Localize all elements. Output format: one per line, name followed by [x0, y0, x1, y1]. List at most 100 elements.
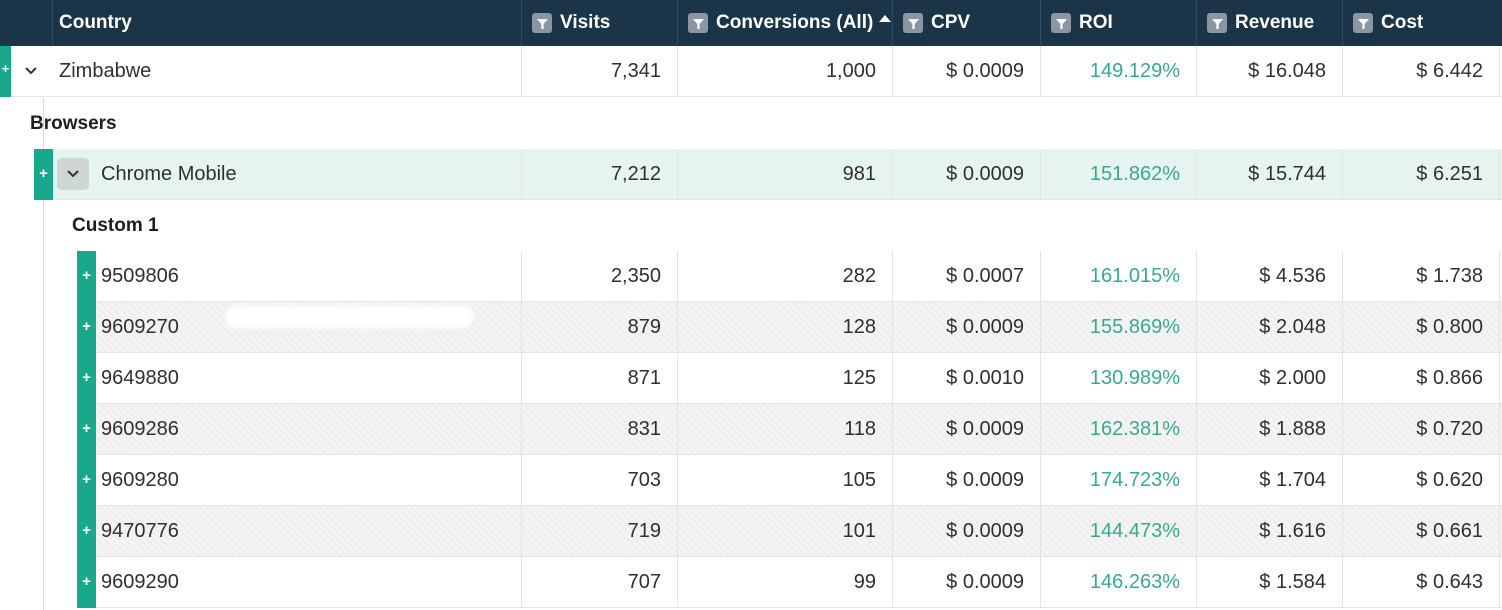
cell-roi: 155.869%	[1041, 302, 1197, 352]
table-row[interactable]: +9609280 703 105 $ 0.0009 174.723% $ 1.704 $ 0…	[77, 455, 1502, 506]
cell-visits: 719	[522, 506, 678, 556]
cell-cpv: $ 0.0010	[893, 353, 1041, 403]
cell-cost: $ 1.738	[1343, 251, 1500, 301]
cell-roi: 161.015%	[1041, 251, 1197, 301]
expand-plus-icon[interactable]: +	[34, 149, 53, 200]
filter-icon[interactable]	[688, 13, 708, 33]
cell-conversions: 1,000	[678, 46, 893, 96]
cell-revenue: $ 2.048	[1197, 302, 1343, 352]
cell-revenue: $ 1.888	[1197, 404, 1343, 454]
cell-cost: $ 0.720	[1343, 404, 1500, 454]
sort-ascending-icon[interactable]	[879, 14, 892, 22]
table-row[interactable]: +9509806 2,350 282 $ 0.0007 161.015% $ 4.536 $…	[77, 251, 1502, 302]
cell-roi: 151.862%	[1041, 149, 1197, 199]
cell-name[interactable]: 9609280	[96, 455, 522, 505]
cell-name[interactable]: 9609290	[96, 557, 522, 607]
column-header-label: Visits	[560, 12, 611, 33]
cell-roi: 144.473%	[1041, 506, 1197, 556]
expand-plus-icon[interactable]: +	[77, 557, 96, 608]
cell-name[interactable]: Zimbabwe	[53, 46, 522, 96]
cell-cost: $ 6.442	[1343, 46, 1500, 96]
column-header-label: CPV	[931, 12, 971, 33]
redaction-blur	[225, 306, 473, 328]
cell-name[interactable]: 9649880	[96, 353, 522, 403]
cell-visits: 831	[522, 404, 678, 454]
column-header-conversions[interactable]: Conversions (All)	[678, 0, 893, 46]
expand-plus-icon[interactable]: +	[77, 455, 96, 506]
column-header-label: ROI	[1079, 12, 1113, 33]
cell-visits: 7,212	[522, 149, 678, 199]
cell-cost: $ 0.643	[1343, 557, 1500, 607]
expand-plus-icon[interactable]: +	[77, 404, 96, 455]
cell-name[interactable]: 9509806	[96, 251, 522, 301]
cell-conversions: 282	[678, 251, 893, 301]
column-header-cost[interactable]: Cost	[1343, 0, 1502, 46]
column-header-revenue[interactable]: Revenue	[1197, 0, 1343, 46]
cell-visits: 703	[522, 455, 678, 505]
expand-plus-icon[interactable]: +	[77, 302, 96, 353]
group-label-browsers: Browsers	[30, 112, 117, 134]
cell-name[interactable]: 9470776	[96, 506, 522, 556]
cell-cpv: $ 0.0009	[893, 455, 1041, 505]
filter-icon[interactable]	[532, 13, 552, 33]
cell-roi: 162.381%	[1041, 404, 1197, 454]
column-header-roi[interactable]: ROI	[1041, 0, 1197, 46]
cell-roi: 149.129%	[1041, 46, 1197, 96]
cell-roi: 146.263%	[1041, 557, 1197, 607]
cell-cpv: $ 0.0009	[893, 404, 1041, 454]
table-row-country[interactable]: + Zimbabwe 7,341 1,000 $ 0.0009 149.129%…	[0, 46, 1502, 97]
cell-conversions: 125	[678, 353, 893, 403]
cell-cost: $ 0.620	[1343, 455, 1500, 505]
table-row-browser[interactable]: + Chrome Mobile 7,212 981 $ 0.0009 151.8…	[34, 149, 1502, 200]
cell-cpv: $ 0.0009	[893, 46, 1041, 96]
cell-visits: 2,350	[522, 251, 678, 301]
cell-cpv: $ 0.0009	[893, 506, 1041, 556]
cell-cpv: $ 0.0009	[893, 302, 1041, 352]
expand-plus-icon[interactable]: +	[0, 46, 11, 97]
cell-visits: 871	[522, 353, 678, 403]
column-header-cpv[interactable]: CPV	[893, 0, 1041, 46]
cell-roi: 130.989%	[1041, 353, 1197, 403]
table-row[interactable]: +9649880 871 125 $ 0.0010 130.989% $ 2.000 $ 0…	[77, 353, 1502, 404]
cell-conversions: 128	[678, 302, 893, 352]
cell-cpv: $ 0.0009	[893, 149, 1041, 199]
cell-cpv: $ 0.0007	[893, 251, 1041, 301]
expand-plus-icon[interactable]: +	[77, 506, 96, 557]
cell-cpv: $ 0.0009	[893, 557, 1041, 607]
column-header-label: Revenue	[1235, 12, 1315, 33]
column-header-visits[interactable]: Visits	[522, 0, 678, 46]
cell-conversions: 118	[678, 404, 893, 454]
cell-revenue: $ 1.616	[1197, 506, 1343, 556]
cell-visits: 707	[522, 557, 678, 607]
cell-name[interactable]: Chrome Mobile	[97, 149, 522, 199]
cell-revenue: $ 1.704	[1197, 455, 1343, 505]
header-spacer	[0, 0, 53, 46]
cell-visits: 7,341	[522, 46, 678, 96]
table-row[interactable]: +9609286 831 118 $ 0.0009 162.381% $ 1.888 $ 0…	[77, 404, 1502, 455]
expand-plus-icon[interactable]: +	[77, 353, 96, 404]
cell-revenue: $ 4.536	[1197, 251, 1343, 301]
cell-name[interactable]: 9609286	[96, 404, 522, 454]
cell-conversions: 981	[678, 149, 893, 199]
filter-icon[interactable]	[1353, 13, 1373, 33]
cell-revenue: $ 16.048	[1197, 46, 1343, 96]
cell-revenue: $ 1.584	[1197, 557, 1343, 607]
cell-conversions: 99	[678, 557, 893, 607]
cell-name[interactable]: 9609270	[96, 302, 522, 352]
chevron-down-icon[interactable]	[57, 158, 89, 190]
table-row[interactable]: +9470776 719 101 $ 0.0009 144.473% $ 1.616 $ 0…	[77, 506, 1502, 557]
filter-icon[interactable]	[903, 13, 923, 33]
expand-plus-icon[interactable]: +	[77, 251, 96, 302]
filter-icon[interactable]	[1207, 13, 1227, 33]
cell-roi: 174.723%	[1041, 455, 1197, 505]
cell-visits: 879	[522, 302, 678, 352]
cell-conversions: 101	[678, 506, 893, 556]
filter-icon[interactable]	[1051, 13, 1071, 33]
column-header-label: Cost	[1381, 12, 1424, 33]
chevron-down-icon[interactable]	[16, 56, 46, 86]
cell-cost: $ 0.661	[1343, 506, 1500, 556]
table-row[interactable]: +9609290 707 99 $ 0.0009 146.263% $ 1.584 $ 0.…	[77, 557, 1502, 608]
cell-cost: $ 6.251	[1343, 149, 1500, 199]
column-header-country[interactable]: Country	[53, 0, 522, 46]
table-header: Country Visits Conversions (All) CPV ROI…	[0, 0, 1502, 46]
